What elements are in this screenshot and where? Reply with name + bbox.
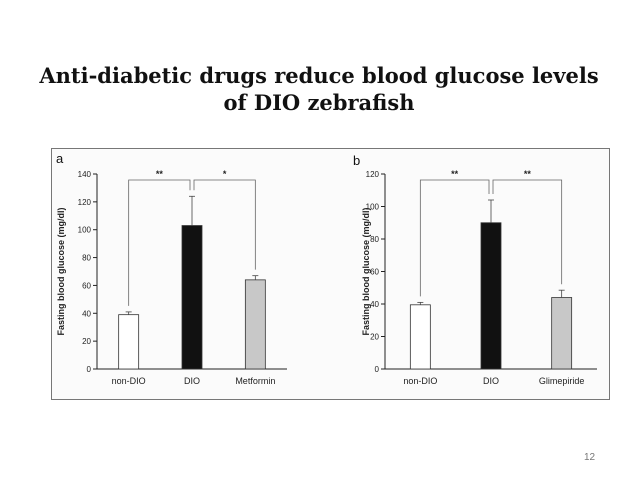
chart-2-bar-1 xyxy=(480,222,502,370)
page-number: 12 xyxy=(584,452,596,463)
chart-1-y-tick-label-2: 40 xyxy=(82,309,91,318)
chart-2-y-axis-label: Fasting blood glucose (mg/dl) xyxy=(361,208,371,336)
chart-1-category-label-2: Metformin xyxy=(235,376,275,386)
chart-1-y-tick-label-1: 20 xyxy=(82,337,91,346)
chart-2-bar-0 xyxy=(409,304,431,370)
chart-2-y-tick-label-5: 100 xyxy=(366,203,380,212)
chart-1-category-label-1: DIO xyxy=(184,376,200,386)
chart-1-panel-label: a xyxy=(56,151,64,166)
slide-title-line-2: of DIO zebrafish xyxy=(223,90,415,115)
chart-2-category-label-0: non-DIO xyxy=(403,376,437,386)
chart-2-y-tick-label-2: 40 xyxy=(370,300,379,309)
chart-1-y-tick-label-3: 60 xyxy=(82,281,91,290)
chart-1-y-tick-label-0: 0 xyxy=(87,365,92,374)
slide-title-line-1: Anti-diabetic drugs reduce blood glucose… xyxy=(39,63,599,88)
chart-2-category-label-1: DIO xyxy=(483,376,499,386)
chart-2-significance-label-0: ** xyxy=(451,169,459,179)
chart-1-significance-bracket-0 xyxy=(128,179,191,306)
chart-2-significance-bracket-1 xyxy=(492,179,563,285)
chart-2-bar-2 xyxy=(551,297,573,370)
chart-1-y-tick-label-7: 140 xyxy=(78,170,92,179)
chart-1-y-axis-label: Fasting blood glucose (mg/dl) xyxy=(56,208,66,336)
slide-title: Anti-diabetic drugs reduce blood glucose… xyxy=(0,62,638,116)
chart-2-y-tick-label-4: 80 xyxy=(370,235,379,244)
chart-2-y-tick-label-3: 60 xyxy=(370,268,379,277)
chart-2-category-label-2: Glimepiride xyxy=(539,376,585,386)
figure-panel: a 0 20 40 60 80 100 120 140 Fasting blood glucose… xyxy=(51,148,610,400)
chart-1-significance-bracket-1 xyxy=(193,179,256,270)
chart-2-significance-label-1: ** xyxy=(524,169,532,179)
chart-1-category-label-0: non-DIO xyxy=(112,376,146,386)
chart-1-y-tick-label-4: 80 xyxy=(82,254,91,263)
chart-2-y-tick-label-6: 120 xyxy=(366,170,380,179)
chart-2-y-tick-label-0: 0 xyxy=(375,365,380,374)
chart-1-significance-label-0: ** xyxy=(156,169,164,179)
figure-svg: a 0 20 40 60 80 100 120 140 Fasting blood glucose… xyxy=(56,151,597,386)
chart-2-y-tick-label-1: 20 xyxy=(370,333,379,342)
chart-1-y-tick-label-5: 100 xyxy=(78,226,92,235)
chart-1-bar-1 xyxy=(181,225,203,370)
chart-1-bar-0 xyxy=(118,314,140,370)
chart-1-bar-2 xyxy=(244,279,266,370)
chart-1-significance-label-1: * xyxy=(223,169,227,179)
chart-1-y-tick-label-6: 120 xyxy=(78,198,92,207)
chart-2-significance-bracket-0 xyxy=(419,179,490,297)
chart-2-panel-label: b xyxy=(353,153,360,168)
